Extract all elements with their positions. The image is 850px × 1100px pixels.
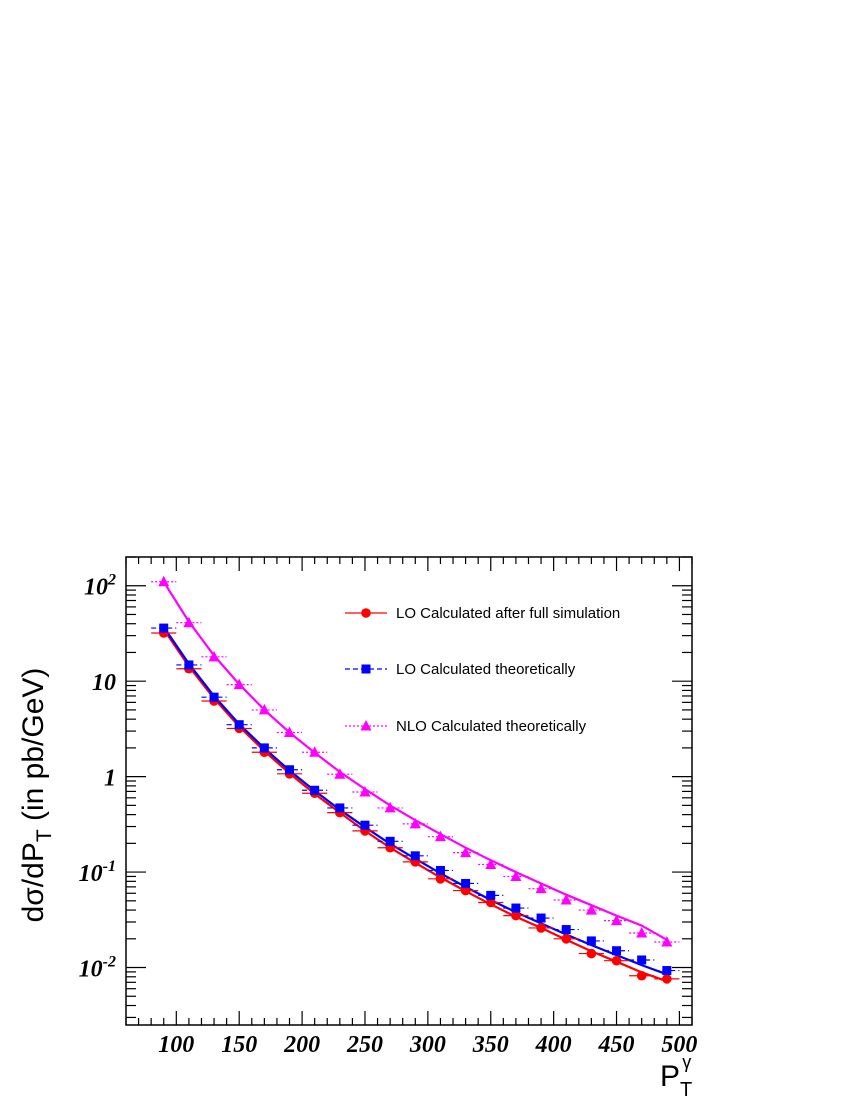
- data-point: [536, 923, 546, 933]
- data-point: [183, 616, 195, 628]
- legend-marker: [360, 720, 372, 731]
- y-tick-label: 1: [104, 766, 116, 792]
- data-point: [511, 903, 521, 913]
- legend-label: LO Calculated after full simulation: [396, 605, 620, 622]
- data-point: [561, 925, 571, 935]
- series-square: [151, 623, 680, 976]
- y-tick-label: 10-2: [79, 954, 116, 983]
- x-tick-label: 400: [535, 1032, 572, 1058]
- data-point: [486, 890, 496, 900]
- data-point: [510, 870, 522, 881]
- data-point: [485, 858, 497, 870]
- data-point: [360, 820, 370, 830]
- fit-curve: [162, 581, 668, 941]
- data-point: [611, 955, 622, 966]
- y-tick-label: 10-1: [79, 858, 116, 887]
- data-point: [561, 934, 572, 944]
- data-point: [637, 955, 647, 965]
- data-point: [184, 660, 194, 670]
- data-point: [410, 851, 420, 861]
- data-series: [151, 575, 680, 984]
- data-point: [485, 897, 496, 908]
- data-point: [612, 946, 622, 956]
- data-point: [460, 885, 471, 896]
- x-tick-label: 200: [283, 1032, 320, 1058]
- data-point: [334, 768, 346, 779]
- data-point: [158, 575, 170, 587]
- series-circle: [151, 628, 680, 984]
- data-point: [460, 846, 472, 858]
- fit-curves: [162, 581, 668, 983]
- data-point: [385, 836, 395, 846]
- data-point: [586, 948, 597, 959]
- x-tick-label: 300: [409, 1032, 446, 1058]
- data-point: [359, 786, 371, 797]
- data-point: [258, 703, 270, 715]
- x-tick-label: 100: [158, 1032, 194, 1058]
- data-point: [259, 743, 269, 753]
- y-axis-title: dσ/dPT (in pb/GeV): [17, 668, 56, 923]
- x-tick-labels: 100 150 200 250 300 350 400 450 500: [158, 1032, 697, 1058]
- data-point: [585, 904, 597, 915]
- data-point: [535, 882, 547, 894]
- x-tick-label: 450: [598, 1032, 635, 1058]
- data-point: [234, 720, 244, 730]
- data-point: [661, 936, 673, 947]
- data-point: [335, 803, 345, 813]
- x-axis-title: PTγ: [660, 1052, 692, 1100]
- plot-frame: [125, 556, 693, 1026]
- x-tick-label: 250: [346, 1032, 383, 1058]
- data-point: [536, 913, 546, 923]
- legend: LO Calculated after full simulation LO Ca…: [345, 605, 620, 735]
- data-point: [409, 817, 421, 829]
- data-point: [611, 914, 623, 926]
- data-point: [636, 970, 647, 981]
- y-tick-label: 102: [84, 572, 116, 601]
- legend-label: LO Calculated theoretically: [396, 661, 576, 678]
- data-point: [662, 966, 672, 976]
- data-point: [208, 650, 220, 662]
- data-point: [434, 830, 446, 842]
- data-point: [309, 746, 321, 757]
- data-point: [560, 893, 572, 905]
- data-point: [461, 878, 471, 888]
- y-tick-label: 10: [92, 670, 116, 696]
- data-point: [662, 974, 672, 984]
- data-point: [285, 765, 295, 775]
- data-point: [159, 623, 169, 633]
- data-point: [435, 874, 446, 884]
- legend-label: NLO Calculated theoretically: [396, 718, 587, 735]
- data-point: [511, 910, 521, 921]
- data-point: [310, 785, 320, 795]
- data-point: [209, 692, 219, 702]
- x-tick-label: 150: [221, 1032, 257, 1058]
- series-triangle: [151, 575, 680, 947]
- legend-marker: [361, 664, 371, 674]
- x-tick-label: 350: [472, 1032, 509, 1058]
- data-point: [284, 726, 296, 737]
- y-tick-labels: 10-2 10-1 1 10 102: [79, 572, 116, 983]
- data-point: [636, 927, 648, 938]
- data-point: [233, 678, 245, 690]
- data-point: [435, 865, 445, 875]
- data-point: [384, 801, 396, 813]
- legend-marker: [361, 608, 371, 618]
- x-tick-label: 500: [661, 1032, 697, 1058]
- axis-ticks: [125, 556, 693, 1025]
- data-point: [586, 936, 596, 946]
